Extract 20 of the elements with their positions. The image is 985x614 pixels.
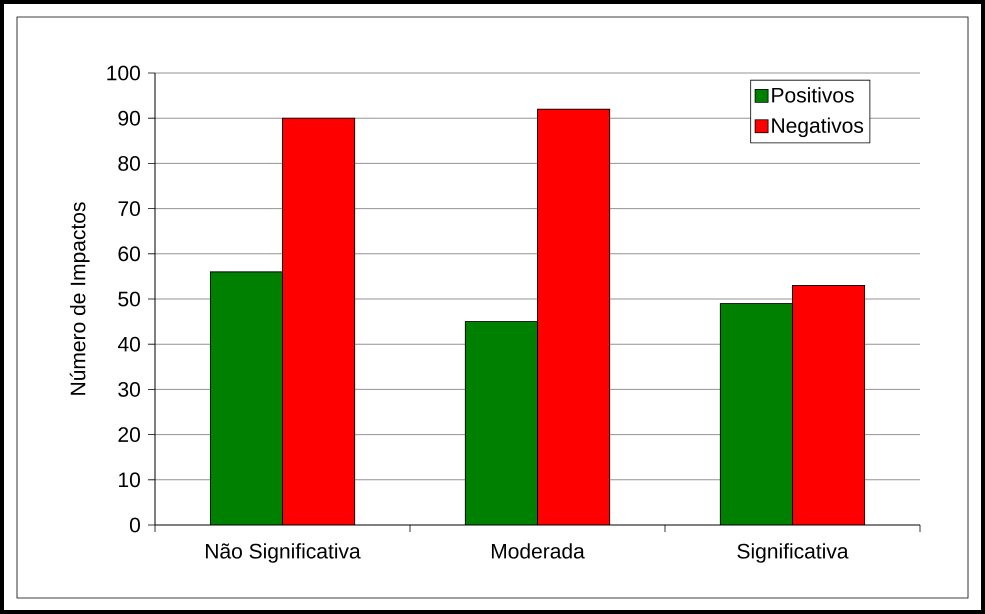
legend-label: Positivos: [772, 87, 854, 103]
y-tick-label: 0: [130, 518, 140, 532]
y-tick-label: 50: [118, 292, 140, 306]
x-tick-label: Não Significativa: [206, 543, 361, 563]
legend-label: Negativos: [772, 118, 864, 138]
bar: [792, 284, 866, 525]
x-tick-label: Significativa: [737, 543, 849, 563]
y-tick-label: 10: [119, 472, 140, 488]
y-tick-label: 40: [118, 336, 140, 352]
y-tick-label: 100: [107, 66, 140, 80]
y-tick-label: 80: [118, 156, 140, 171]
y-tick-label: 60: [118, 246, 140, 262]
x-tick-label: Moderada: [492, 543, 585, 559]
y-tick-label: 90: [118, 110, 140, 126]
y-tick-label: 30: [118, 382, 140, 397]
bar: [538, 109, 610, 525]
y-tick-label: 70: [118, 201, 140, 216]
bar: [282, 118, 355, 525]
y-axis-title: Número de Impactos: [70, 202, 90, 395]
y-tick-label: 20: [118, 427, 140, 442]
